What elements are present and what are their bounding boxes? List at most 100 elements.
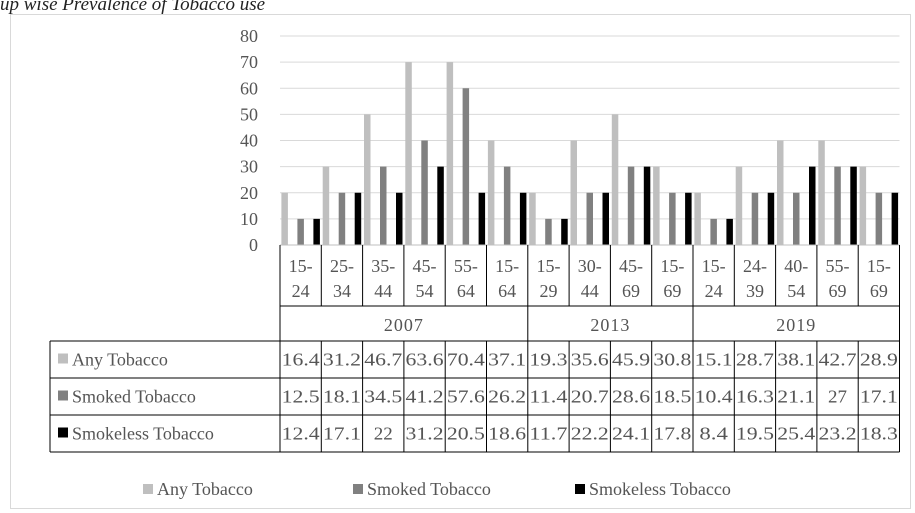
data-label: 41.2 <box>406 387 444 407</box>
x-tick-label: 64 <box>457 281 475 301</box>
x-tick-label: 45- <box>413 256 437 276</box>
data-label: 16.3 <box>736 387 774 407</box>
bar-any-tobacco <box>405 62 412 245</box>
y-tick-label: 0 <box>249 235 258 255</box>
bar-smokeless-tobacco <box>561 218 568 245</box>
group-label: 2013 <box>590 315 630 335</box>
x-tick-label: 69 <box>622 281 640 301</box>
x-tick-label: 55- <box>454 256 478 276</box>
bar-smoked-tobacco <box>627 166 635 245</box>
bar-smokeless-tobacco <box>354 192 362 245</box>
x-tick-label: 35- <box>371 256 395 276</box>
bar-any-tobacco <box>364 114 371 245</box>
x-tick-label: 54 <box>416 281 434 301</box>
data-label: 38.1 <box>777 350 815 370</box>
data-label: 11.4 <box>529 387 567 407</box>
x-tick-label: 24- <box>743 256 767 276</box>
table-series-name: Smoked Tobacco <box>72 387 196 407</box>
data-label: 24.1 <box>612 424 650 444</box>
bar-smoked-tobacco <box>421 140 428 245</box>
legend-key <box>353 484 363 494</box>
table-series-name: Any Tobacco <box>72 350 168 370</box>
x-tick-label: 29 <box>539 281 557 301</box>
data-label: 31.2 <box>323 350 361 370</box>
data-label: 28.9 <box>860 350 898 370</box>
bar-any-tobacco <box>446 62 454 245</box>
bar-smoked-tobacco <box>503 166 511 245</box>
data-label: 45.9 <box>612 350 650 370</box>
x-tick-label: 15- <box>660 256 684 276</box>
x-tick-label: 54 <box>787 281 805 301</box>
bar-smokeless-tobacco <box>891 192 899 245</box>
table-legend-key <box>58 353 68 364</box>
data-label: 35.6 <box>571 350 609 370</box>
bar-smoked-tobacco <box>875 192 883 245</box>
data-label: 22 <box>374 424 393 444</box>
bar-smokeless-tobacco <box>478 192 486 245</box>
bar-smokeless-tobacco <box>396 192 403 245</box>
x-tick-label: 15- <box>867 256 891 276</box>
data-label: 11.7 <box>529 424 567 444</box>
bar-smoked-tobacco <box>338 192 346 245</box>
data-label: 18.3 <box>860 424 898 444</box>
bar-smokeless-tobacco <box>726 218 733 245</box>
data-label: 57.6 <box>447 387 485 407</box>
bar-smoked-tobacco <box>793 192 800 245</box>
bar-any-tobacco <box>735 166 743 245</box>
data-label: 17.1 <box>860 387 898 407</box>
bar-smokeless-tobacco <box>519 192 527 245</box>
bar-smokeless-tobacco <box>643 166 651 245</box>
data-label: 17.1 <box>323 424 361 444</box>
y-tick-label: 30 <box>240 157 258 177</box>
x-tick-label: 15- <box>536 256 560 276</box>
group-label: 2007 <box>384 315 424 335</box>
x-tick-label: 15- <box>289 256 313 276</box>
x-tick-label: 69 <box>829 281 847 301</box>
bar-smoked-tobacco <box>545 218 552 245</box>
y-tick-label: 10 <box>240 209 258 229</box>
x-tick-label: 64 <box>498 281 516 301</box>
group-label: 2019 <box>776 315 816 335</box>
x-tick-label: 25- <box>330 256 354 276</box>
bar-smokeless-tobacco <box>685 192 692 245</box>
data-label: 23.2 <box>819 424 857 444</box>
x-tick-label: 45- <box>619 256 643 276</box>
data-label: 63.6 <box>406 350 444 370</box>
data-label: 12.5 <box>282 387 320 407</box>
bar-smoked-tobacco <box>710 218 717 245</box>
bar-any-tobacco <box>818 140 825 245</box>
data-label: 70.4 <box>447 350 485 370</box>
y-tick-label: 40 <box>240 131 258 151</box>
data-label: 22.2 <box>571 424 609 444</box>
legend-key <box>575 484 585 494</box>
legend-label: Smoked Tobacco <box>367 479 491 499</box>
bar-smokeless-tobacco <box>602 192 609 245</box>
data-label: 46.7 <box>364 350 402 370</box>
data-label: 25.4 <box>777 424 815 444</box>
x-tick-label: 55- <box>826 256 850 276</box>
x-tick-label: 69 <box>870 281 888 301</box>
data-label: 19.5 <box>736 424 774 444</box>
data-label: 20.5 <box>447 424 485 444</box>
data-label: 28.7 <box>736 350 774 370</box>
y-tick-label: 70 <box>240 52 258 72</box>
bar-smoked-tobacco <box>834 166 841 245</box>
table-legend-key <box>58 427 68 438</box>
y-tick-label: 50 <box>240 104 258 124</box>
bar-smokeless-tobacco <box>767 192 775 245</box>
data-label: 28.6 <box>612 387 650 407</box>
data-label: 34.5 <box>364 387 402 407</box>
y-tick-label: 20 <box>240 183 258 203</box>
bar-smoked-tobacco <box>297 218 304 245</box>
data-label: 18.1 <box>323 387 361 407</box>
x-tick-label: 15- <box>702 256 726 276</box>
bar-any-tobacco <box>777 140 784 245</box>
bar-any-tobacco <box>611 114 619 245</box>
data-label: 18.6 <box>488 424 526 444</box>
bar-smokeless-tobacco <box>809 166 816 245</box>
table-legend-key <box>58 390 68 401</box>
data-label: 10.4 <box>695 387 733 407</box>
bar-smoked-tobacco <box>669 192 676 245</box>
data-label: 31.2 <box>406 424 444 444</box>
